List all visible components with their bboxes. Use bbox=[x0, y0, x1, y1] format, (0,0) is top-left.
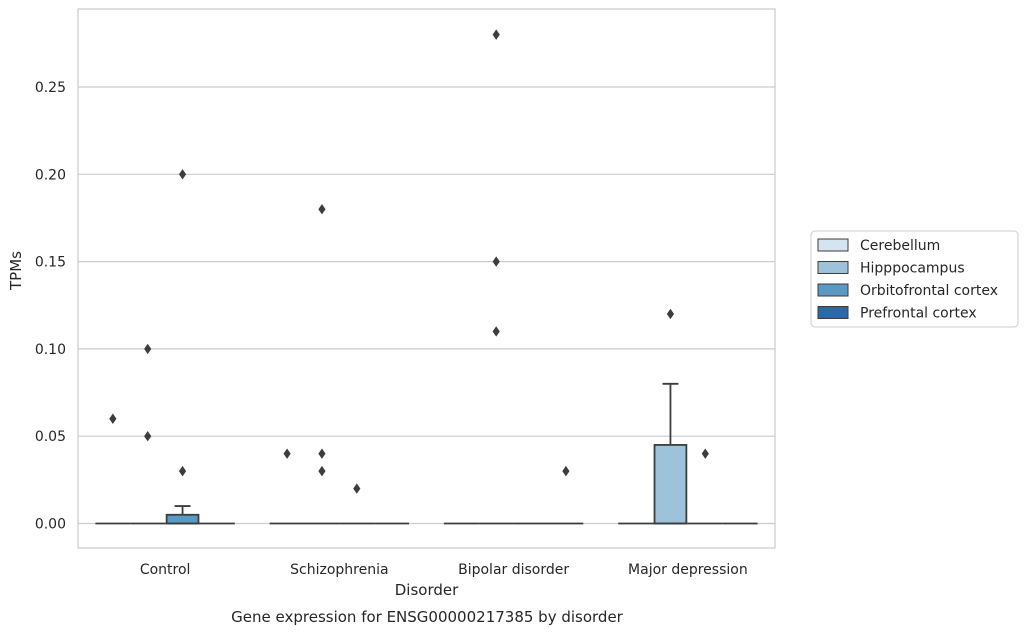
legend-swatch bbox=[817, 238, 849, 252]
outlier-point bbox=[492, 256, 500, 267]
box-2-3 bbox=[548, 465, 584, 525]
outlier-point bbox=[144, 431, 152, 442]
legend-entry: Prefrontal cortex bbox=[860, 306, 977, 322]
box-1-1 bbox=[304, 204, 340, 525]
y-tick-label: 0.15 bbox=[35, 255, 66, 271]
outlier-point bbox=[109, 413, 117, 424]
box-body bbox=[653, 444, 688, 525]
legend-swatch bbox=[817, 261, 849, 274]
box-3-1 bbox=[653, 308, 688, 525]
outlier-point bbox=[701, 448, 709, 459]
y-tick-label: 0.10 bbox=[35, 342, 66, 358]
box-1-2 bbox=[339, 483, 375, 525]
y-tick-label: 0.25 bbox=[35, 80, 66, 96]
outlier-point bbox=[318, 465, 326, 477]
outlier-point bbox=[492, 326, 500, 337]
legend-entry: Cerebellum bbox=[860, 238, 940, 254]
outlier-point bbox=[492, 29, 500, 40]
legend-swatch bbox=[817, 306, 849, 319]
box-plots bbox=[95, 29, 758, 525]
outlier-point bbox=[353, 483, 361, 494]
outlier-point bbox=[562, 465, 570, 477]
outlier-point bbox=[318, 448, 326, 459]
outlier-point bbox=[178, 169, 187, 180]
y-tick-label: 0.00 bbox=[35, 517, 66, 533]
box-3-2 bbox=[687, 448, 723, 525]
legend-swatch bbox=[817, 283, 849, 297]
y-axis-label: TPMs bbox=[7, 251, 25, 291]
legend-entry: Hipppocampus bbox=[860, 261, 965, 277]
outlier-point bbox=[178, 465, 187, 477]
y-tick-label: 0.05 bbox=[35, 429, 66, 445]
x-axis-label: Disorder bbox=[395, 581, 459, 599]
x-tick-label: Bipolar disorder bbox=[458, 562, 569, 578]
legend-entry: Orbitofrontal cortex bbox=[860, 283, 998, 299]
x-tick-labels: Control Schizophrenia Bipolar disorder Majo… bbox=[140, 562, 748, 578]
outlier-point bbox=[144, 343, 152, 355]
outlier-point bbox=[318, 204, 326, 215]
outlier-point bbox=[666, 308, 675, 320]
x-tick-label: Major depression bbox=[628, 562, 748, 578]
plot-frame bbox=[77, 8, 776, 549]
box-body bbox=[165, 513, 200, 525]
box-0-1 bbox=[130, 343, 166, 525]
y-tick-label: 0.20 bbox=[35, 167, 66, 183]
x-tick-label: Control bbox=[140, 562, 191, 578]
box-0-2 bbox=[165, 169, 200, 525]
chart-caption: Gene expression for ENSG00000217385 by d… bbox=[231, 608, 624, 626]
legend-frame bbox=[810, 230, 1019, 328]
legend: Cerebellum Hipppocampus Orbitofrontal cort… bbox=[810, 230, 1019, 328]
y-tick-labels: 0.00 0.05 0.10 0.15 0.20 0.25 bbox=[35, 80, 66, 533]
x-tick-label: Schizophrenia bbox=[290, 562, 388, 578]
outlier-point bbox=[283, 448, 291, 459]
box-2-1 bbox=[478, 29, 514, 525]
